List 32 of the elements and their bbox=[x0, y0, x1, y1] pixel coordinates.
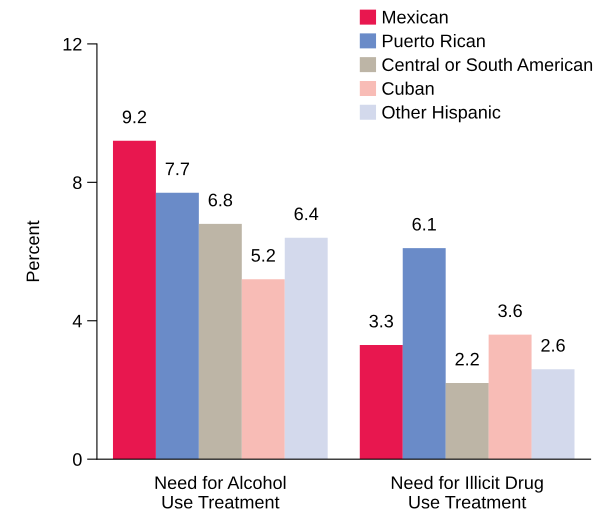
bar bbox=[446, 383, 489, 460]
x-tick-label: Need for Alcohol Use Treatment bbox=[156, 476, 286, 509]
bar bbox=[488, 334, 532, 460]
data-label: 6.4 bbox=[294, 207, 318, 220]
data-label: 9.2 bbox=[122, 110, 146, 124]
x-tick-label: Need for Illicit Drug Use Treatment bbox=[392, 476, 543, 509]
data-label: 6.8 bbox=[208, 194, 232, 206]
y-tick-label: 4 bbox=[72, 314, 82, 328]
data-label: 7.7 bbox=[166, 162, 190, 176]
y-tick-label: 0 bbox=[73, 453, 82, 466]
bar bbox=[532, 369, 575, 460]
data-label: 5.2 bbox=[251, 248, 275, 262]
bar bbox=[198, 224, 242, 460]
bar bbox=[360, 344, 403, 460]
bar bbox=[242, 279, 285, 460]
data-label: 2.2 bbox=[456, 352, 479, 366]
data-label: 6.1 bbox=[412, 218, 436, 231]
y-axis-title: Percent bbox=[26, 220, 40, 282]
y-tick-label: 8 bbox=[73, 176, 82, 190]
bar bbox=[156, 192, 199, 460]
legend-label: Mexican bbox=[382, 10, 448, 24]
legend-label: Other Hispanic bbox=[382, 105, 500, 122]
data-label: 3.3 bbox=[369, 314, 394, 328]
bar bbox=[112, 140, 156, 460]
legend-label: Puerto Rican bbox=[382, 34, 485, 48]
legend-label: Cuban bbox=[382, 82, 434, 95]
bar bbox=[284, 238, 328, 460]
legend-label: Central or South American bbox=[382, 58, 592, 72]
data-label: 2.6 bbox=[541, 338, 565, 352]
y-tick-label: 12 bbox=[64, 38, 82, 50]
bar bbox=[402, 248, 446, 460]
data-label: 3.6 bbox=[498, 304, 522, 318]
